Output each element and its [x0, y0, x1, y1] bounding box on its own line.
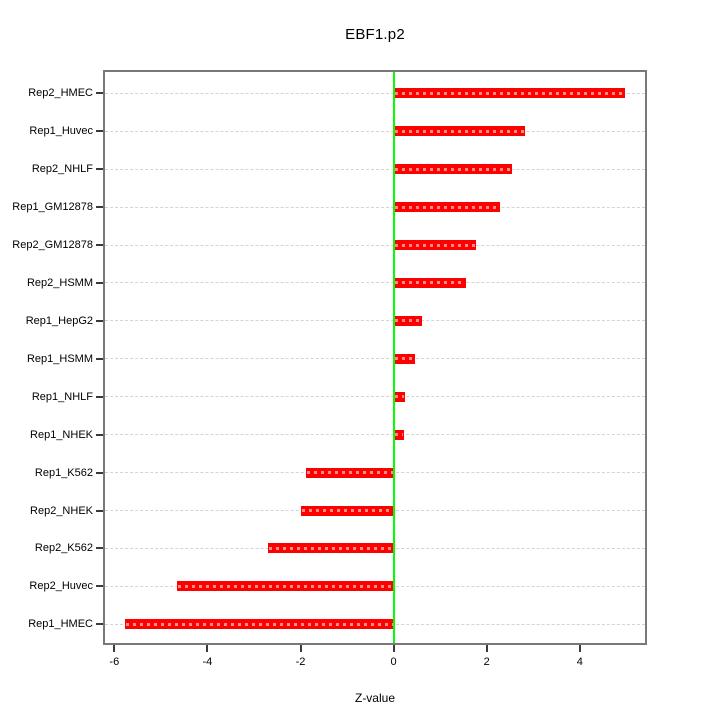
zero-reference-line [392, 72, 395, 643]
x-tick [485, 645, 488, 652]
grid-line [105, 320, 645, 322]
bar [393, 315, 423, 326]
grid-line [105, 396, 645, 398]
y-tick [96, 471, 103, 474]
y-tick [96, 281, 103, 284]
grid-line [105, 206, 645, 208]
bar [393, 277, 467, 288]
y-axis-label: Rep2_HSMM [26, 276, 93, 289]
bar [393, 240, 477, 251]
y-tick [96, 433, 103, 436]
x-tick-label: 2 [483, 656, 490, 668]
y-tick [96, 623, 103, 626]
x-tick-label: 4 [576, 656, 583, 668]
plot-area [103, 70, 647, 645]
chart-title: EBF1.p2 [345, 26, 405, 43]
y-tick [96, 319, 103, 322]
bar [393, 88, 626, 99]
y-tick [96, 130, 103, 133]
bar [125, 619, 394, 630]
y-axis-label: Rep2_K562 [34, 542, 93, 555]
x-axis-title: Z-value [354, 691, 395, 705]
bar [393, 391, 405, 402]
y-tick [96, 244, 103, 247]
x-tick-label: -2 [295, 656, 306, 668]
y-axis-label: Rep1_GM12878 [12, 201, 93, 214]
bar [305, 467, 394, 478]
grid-line [105, 282, 645, 284]
y-tick [96, 585, 103, 588]
bar [300, 505, 394, 516]
x-tick [578, 645, 581, 652]
x-tick [206, 645, 209, 652]
bar [393, 353, 416, 364]
y-axis-label: Rep1_HepG2 [25, 314, 93, 327]
grid-line [105, 168, 645, 170]
y-axis-label: Rep2_HMEC [28, 87, 93, 100]
x-tick [299, 645, 302, 652]
x-tick-label: -4 [202, 656, 213, 668]
y-axis-label: Rep1_NHEK [30, 428, 93, 441]
bar-dash-pattern [306, 471, 393, 475]
bar-dash-pattern [269, 546, 393, 550]
bar-dash-pattern [394, 91, 625, 95]
y-axis-label: Rep1_K562 [34, 466, 93, 479]
bar-dash-pattern [301, 509, 393, 513]
grid-line [105, 434, 645, 436]
y-tick [96, 547, 103, 550]
y-axis-label: Rep1_HSMM [26, 352, 93, 365]
bar-dash-pattern [178, 584, 393, 588]
bar [393, 164, 512, 175]
y-tick [96, 395, 103, 398]
y-tick [96, 509, 103, 512]
bar-dash-pattern [394, 433, 403, 437]
y-axis-label: Rep2_GM12878 [12, 239, 93, 252]
grid-line [105, 92, 645, 94]
grid-line [105, 244, 645, 246]
x-tick [113, 645, 116, 652]
x-tick-label: 0 [390, 656, 397, 668]
y-tick [96, 206, 103, 209]
grid-line [105, 130, 645, 132]
bar [393, 126, 525, 137]
x-tick [392, 645, 395, 652]
y-tick [96, 168, 103, 171]
x-tick-label: -6 [109, 656, 120, 668]
bar [268, 543, 394, 554]
bar-dash-pattern [394, 357, 415, 361]
y-axis-label: Rep2_NHEK [30, 504, 93, 517]
y-axis-label: Rep2_NHLF [31, 163, 93, 176]
bar [177, 581, 394, 592]
grid-line [105, 358, 645, 360]
y-tick [96, 92, 103, 95]
bar-dash-pattern [394, 205, 500, 209]
bar-dash-pattern [394, 129, 524, 133]
y-tick [96, 357, 103, 360]
bar-dash-pattern [394, 167, 511, 171]
bar-dash-pattern [394, 395, 404, 399]
bar-dash-pattern [126, 622, 393, 626]
y-axis-label: Rep2_Huvec [29, 580, 93, 593]
y-axis-label: Rep1_NHLF [31, 390, 93, 403]
bar-dash-pattern [394, 243, 476, 247]
bar-dash-pattern [394, 319, 422, 323]
bar [393, 429, 404, 440]
bar [393, 202, 501, 213]
bar-dash-pattern [394, 281, 466, 285]
y-axis-label: Rep1_Huvec [29, 125, 93, 138]
y-axis-label: Rep1_HMEC [28, 618, 93, 631]
